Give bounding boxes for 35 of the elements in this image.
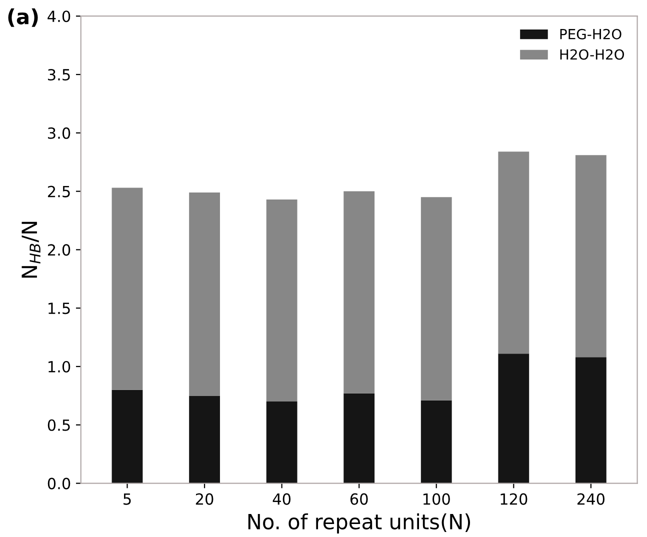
y-tick-label: 4.0: [48, 10, 70, 22]
y-tick-label: 0.0: [48, 478, 70, 490]
y-tick-label: 2.5: [48, 186, 70, 198]
text: (a): [8, 8, 38, 27]
bar: [266, 402, 298, 484]
y-tick-label: 3.0: [48, 127, 70, 139]
bar: [189, 192, 220, 396]
y-tick-label: 1.0: [48, 360, 70, 373]
x-tick-label: 5: [124, 493, 131, 505]
y-tick-label: 2.0: [48, 244, 70, 256]
bar: [344, 191, 375, 394]
bar: [420, 400, 452, 484]
y-tick-label: 3.5: [48, 68, 70, 81]
x-axis-title: No. of repeat units(N): [248, 513, 470, 534]
bar: [575, 357, 606, 484]
x-tick-label: 60: [350, 493, 368, 505]
bar: [112, 188, 143, 390]
bar: [498, 152, 530, 354]
bar: [575, 155, 606, 358]
bar: [266, 199, 298, 402]
legend-label: H2O-H2O: [560, 49, 624, 60]
bar: [189, 396, 220, 484]
bar: [344, 393, 375, 484]
x-tick-label: 100: [423, 493, 450, 505]
y-tick-label: 0.5: [48, 419, 70, 431]
x-tick-label: 120: [500, 493, 528, 505]
x-tick-label: 240: [577, 493, 604, 505]
y-tick-label: 1.5: [48, 302, 70, 314]
legend-label: PEG-H2O: [560, 28, 622, 40]
y-axis-title: N$_{HB}$/N: [22, 222, 40, 278]
bar: [112, 390, 143, 484]
bar: [420, 197, 452, 400]
x-tick-label: 20: [196, 493, 214, 505]
x-tick-label: 40: [272, 493, 291, 505]
bar: [498, 354, 530, 484]
